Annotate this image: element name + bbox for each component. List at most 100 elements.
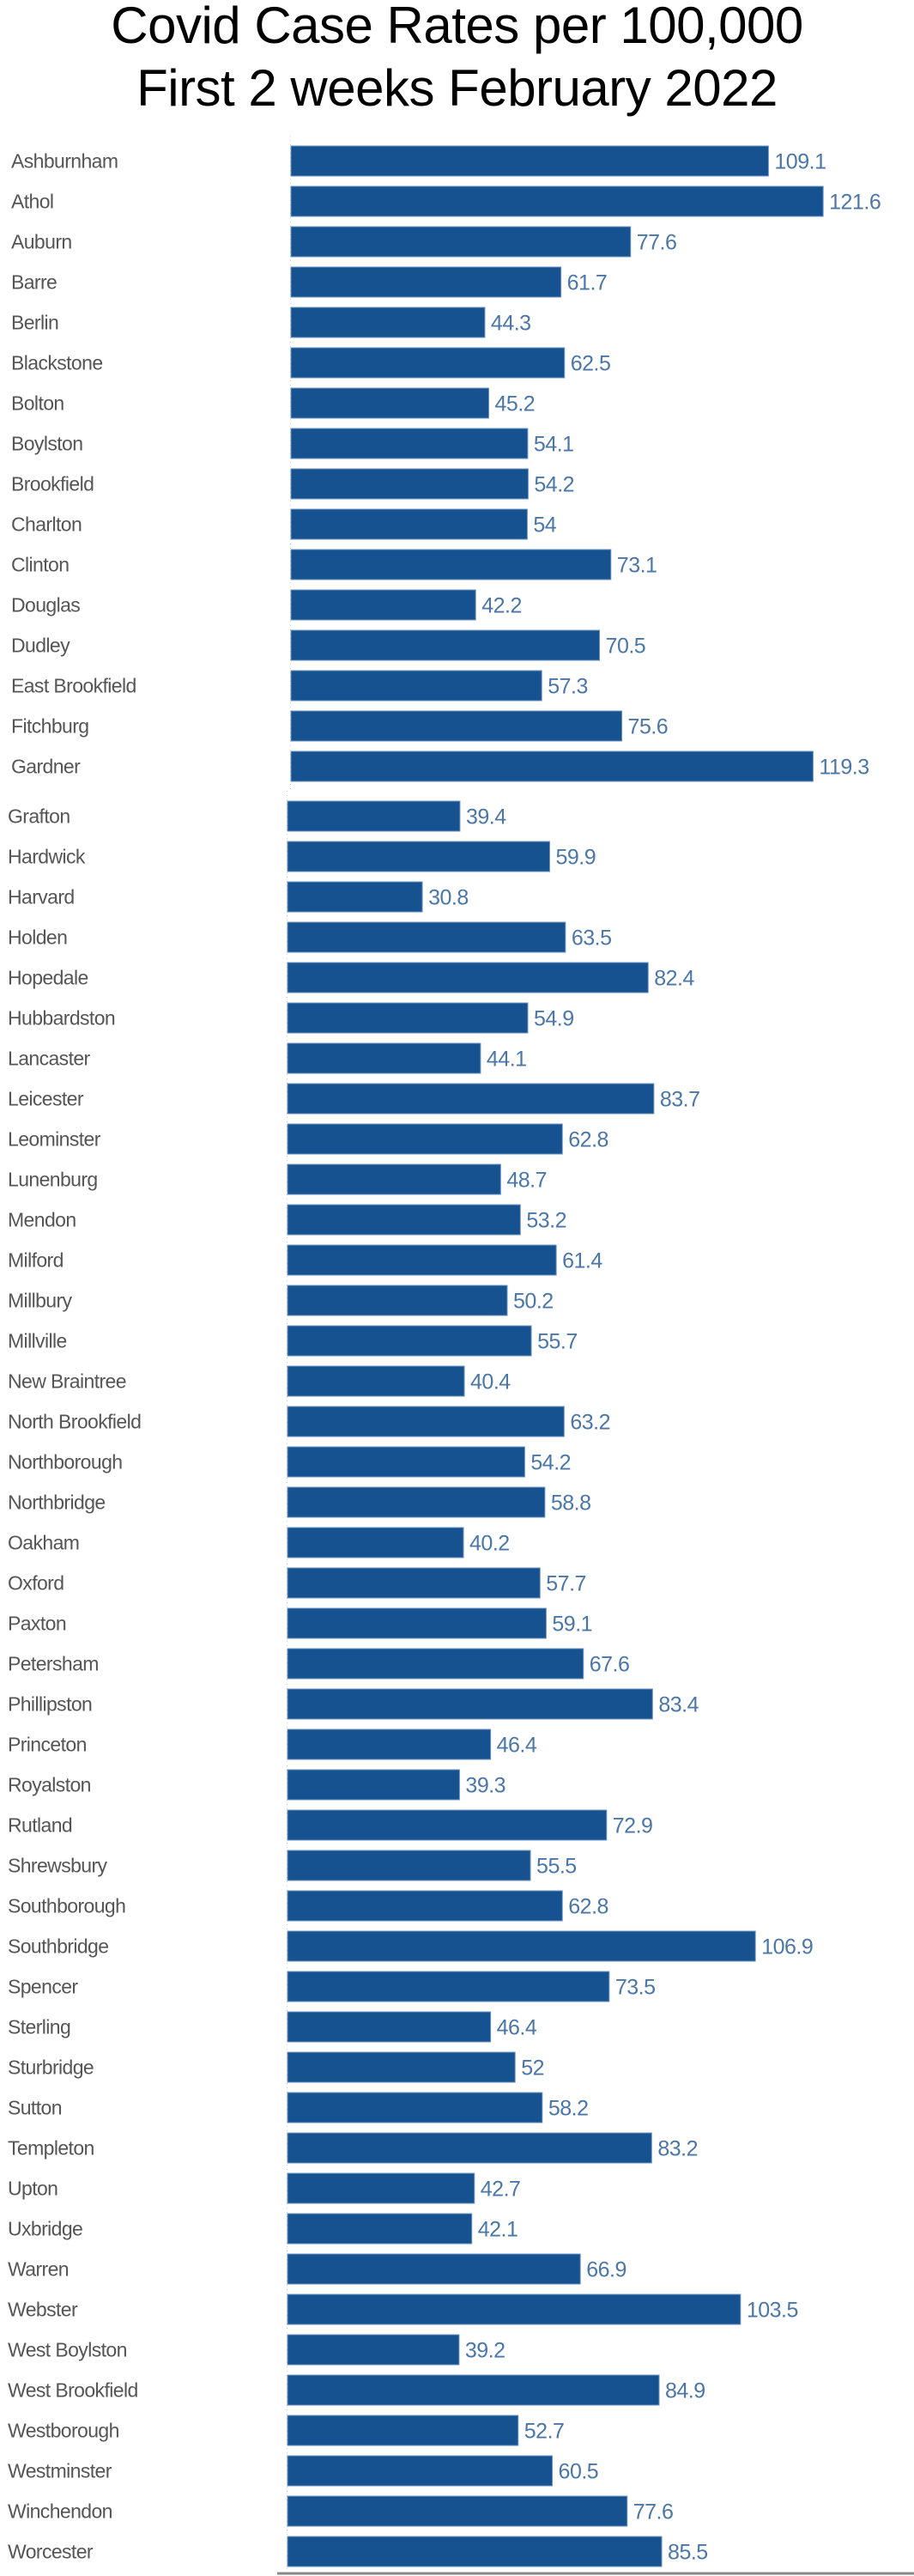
bar-row: Webster 103.5 (8, 2293, 798, 2325)
value-label: 55.7 (537, 1330, 578, 1354)
category-label: East Brookfield (11, 675, 136, 697)
category-label: Millville (8, 1330, 67, 1352)
bar-row: Northbridge 58.8 (8, 1486, 591, 1518)
bar (287, 2172, 475, 2204)
category-label: Hopedale (8, 967, 88, 989)
category-label: North Brookfield (8, 1411, 141, 1433)
value-label: 82.4 (654, 967, 694, 991)
bar (287, 1527, 464, 1558)
bar (287, 1204, 521, 1236)
bar-row: Blackstone 62.5 (11, 347, 611, 379)
value-label: 62.8 (568, 1128, 608, 1152)
bar (287, 962, 649, 993)
value-label: 84.9 (665, 2379, 705, 2403)
value-label: 77.6 (633, 2500, 674, 2524)
category-label: Northborough (8, 1451, 122, 1473)
category-label: Blackstone (11, 352, 103, 374)
bar (287, 2132, 652, 2164)
bar-row: New Braintree 40.4 (8, 1365, 511, 1397)
chart-title-line-2: First 2 weeks February 2022 (136, 59, 778, 117)
value-label: 83.2 (657, 2137, 698, 2161)
bar (287, 1123, 563, 1155)
category-label: Hardwick (8, 846, 86, 868)
bar (287, 1728, 492, 1760)
value-label: 57.7 (546, 1572, 586, 1596)
value-label: 40.2 (469, 1532, 510, 1556)
bar-row: Princeton 46.4 (8, 1728, 537, 1760)
value-label: 62.8 (568, 1895, 608, 1919)
value-label: 54.2 (534, 473, 574, 497)
bar-row: Millville 55.7 (8, 1325, 578, 1357)
category-label: Berlin (11, 312, 58, 334)
category-label: Shrewsbury (8, 1855, 108, 1877)
value-label: 73.5 (615, 1976, 656, 2000)
bar (287, 1850, 531, 1881)
bar (290, 629, 601, 661)
bar-row: Ashburnham 109.1 (11, 145, 826, 177)
bar-row: Worcester 85.5 (8, 2536, 708, 2567)
bar-row: Fitchburg 75.6 (11, 710, 669, 742)
value-label: 119.3 (819, 756, 869, 780)
category-label: Gardner (11, 756, 81, 778)
category-label: Petersham (8, 1653, 99, 1675)
value-label: 42.2 (481, 594, 522, 618)
category-label: Sutton (8, 2097, 62, 2119)
bar (290, 750, 814, 782)
category-label: Bolton (11, 392, 64, 415)
value-label: 54 (533, 513, 556, 538)
bar-row: East Brookfield 57.3 (11, 670, 588, 702)
value-label: 72.9 (613, 1814, 653, 1838)
value-label: 50.2 (513, 1290, 554, 1314)
bar-row: Gardner 119.3 (11, 750, 869, 782)
value-label: 58.2 (548, 2097, 589, 2121)
bar (287, 1567, 541, 1599)
bar (287, 2051, 516, 2083)
chart-panel-bottom: Grafton 39.4 Hardwick 59.9 Harvard 30.8 Holden… (8, 791, 814, 2575)
bar (287, 1285, 508, 1316)
value-label: 61.7 (567, 271, 608, 295)
category-label: Auburn (11, 231, 72, 253)
category-label: Lancaster (8, 1048, 91, 1070)
bar-row: Southborough 62.8 (8, 1890, 608, 1922)
value-label: 39.4 (466, 805, 506, 829)
category-label: Athol (11, 191, 53, 213)
bar-row: Templeton 83.2 (8, 2132, 698, 2164)
bar-row: North Brookfield 63.2 (8, 1406, 610, 1437)
value-label: 46.4 (497, 2016, 537, 2040)
category-label: Millbury (8, 1290, 73, 1312)
bar-row: Sturbridge 52 (8, 2051, 545, 2083)
bar (287, 1809, 608, 1841)
bar (287, 1607, 547, 1639)
category-label: Spencer (8, 1976, 78, 1998)
category-label: Southbridge (8, 1935, 108, 1958)
bar (287, 841, 550, 872)
bar-row: Southbridge 106.9 (8, 1930, 814, 1962)
value-label: 45.2 (495, 392, 536, 416)
value-label: 83.4 (658, 1693, 699, 1717)
value-label: 40.4 (470, 1370, 511, 1394)
bar (287, 2334, 460, 2366)
bar (287, 1446, 525, 1478)
bar-row: Dudley 70.5 (11, 629, 646, 661)
bar-row: Holden 63.5 (8, 921, 612, 953)
chart-panel-top: Ashburnham 109.1 Athol 121.6 Auburn 77.6 Barre… (11, 136, 881, 790)
category-label: Barre (11, 271, 57, 294)
bar-row: Brookfield 54.2 (11, 468, 575, 500)
category-label: West Brookfield (8, 2379, 138, 2402)
value-label: 46.4 (497, 1734, 537, 1758)
category-label: Royalston (8, 1774, 91, 1796)
value-label: 30.8 (428, 886, 469, 910)
bar-row: Charlton 54 (11, 508, 557, 540)
value-label: 59.9 (555, 846, 596, 870)
bar-row: Westborough 52.7 (8, 2415, 565, 2446)
value-label: 57.3 (548, 675, 588, 699)
bar (287, 921, 566, 953)
bar-row: Rutland 72.9 (8, 1809, 653, 1841)
bar (290, 347, 566, 379)
category-label: Boylston (11, 433, 82, 455)
bar (290, 226, 632, 258)
category-label: Clinton (11, 554, 69, 576)
category-label: Fitchburg (11, 715, 88, 738)
bar-row: Lancaster 44.1 (8, 1042, 527, 1074)
category-label: Harvard (8, 886, 75, 908)
